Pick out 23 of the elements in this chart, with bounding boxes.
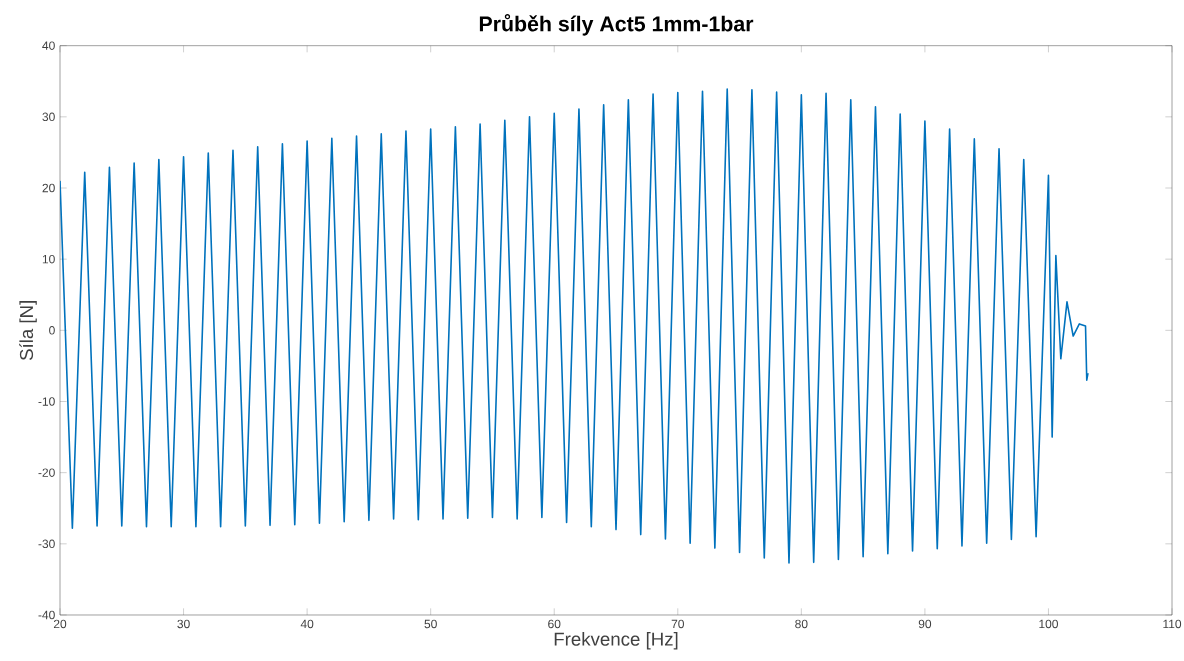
y-tick-label: 10 — [42, 254, 55, 264]
line-series — [60, 88, 1089, 564]
x-tick-label: 80 — [795, 619, 808, 629]
x-axis-title: Frekvence [Hz] — [554, 632, 678, 650]
x-tick-label: 50 — [424, 619, 437, 629]
y-tick-label: 20 — [42, 183, 55, 193]
y-tick-label: -30 — [38, 539, 55, 549]
x-tick-label: 60 — [548, 619, 561, 629]
x-tick-label: 40 — [300, 619, 314, 629]
y-tick-label: 40 — [42, 41, 55, 50]
y-tick-label: 30 — [42, 112, 55, 122]
x-tick-label: 90 — [918, 619, 932, 629]
x-tick-label: 100 — [1039, 619, 1058, 629]
y-tick-label: 0 — [49, 326, 55, 335]
x-tick-label: 20 — [53, 619, 67, 629]
x-tick-label: 30 — [177, 619, 190, 629]
y-tick-label: -10 — [38, 397, 55, 406]
y-tick-label: -20 — [38, 468, 55, 477]
x-tick-label: 70 — [671, 619, 684, 629]
y-tick-label: -40 — [38, 610, 55, 620]
y-axis-title: Síla [N] — [19, 301, 37, 361]
x-tick-label: 110 — [1163, 619, 1182, 629]
chart-title: Průběh síly Act5 1mm-1bar — [479, 14, 754, 36]
